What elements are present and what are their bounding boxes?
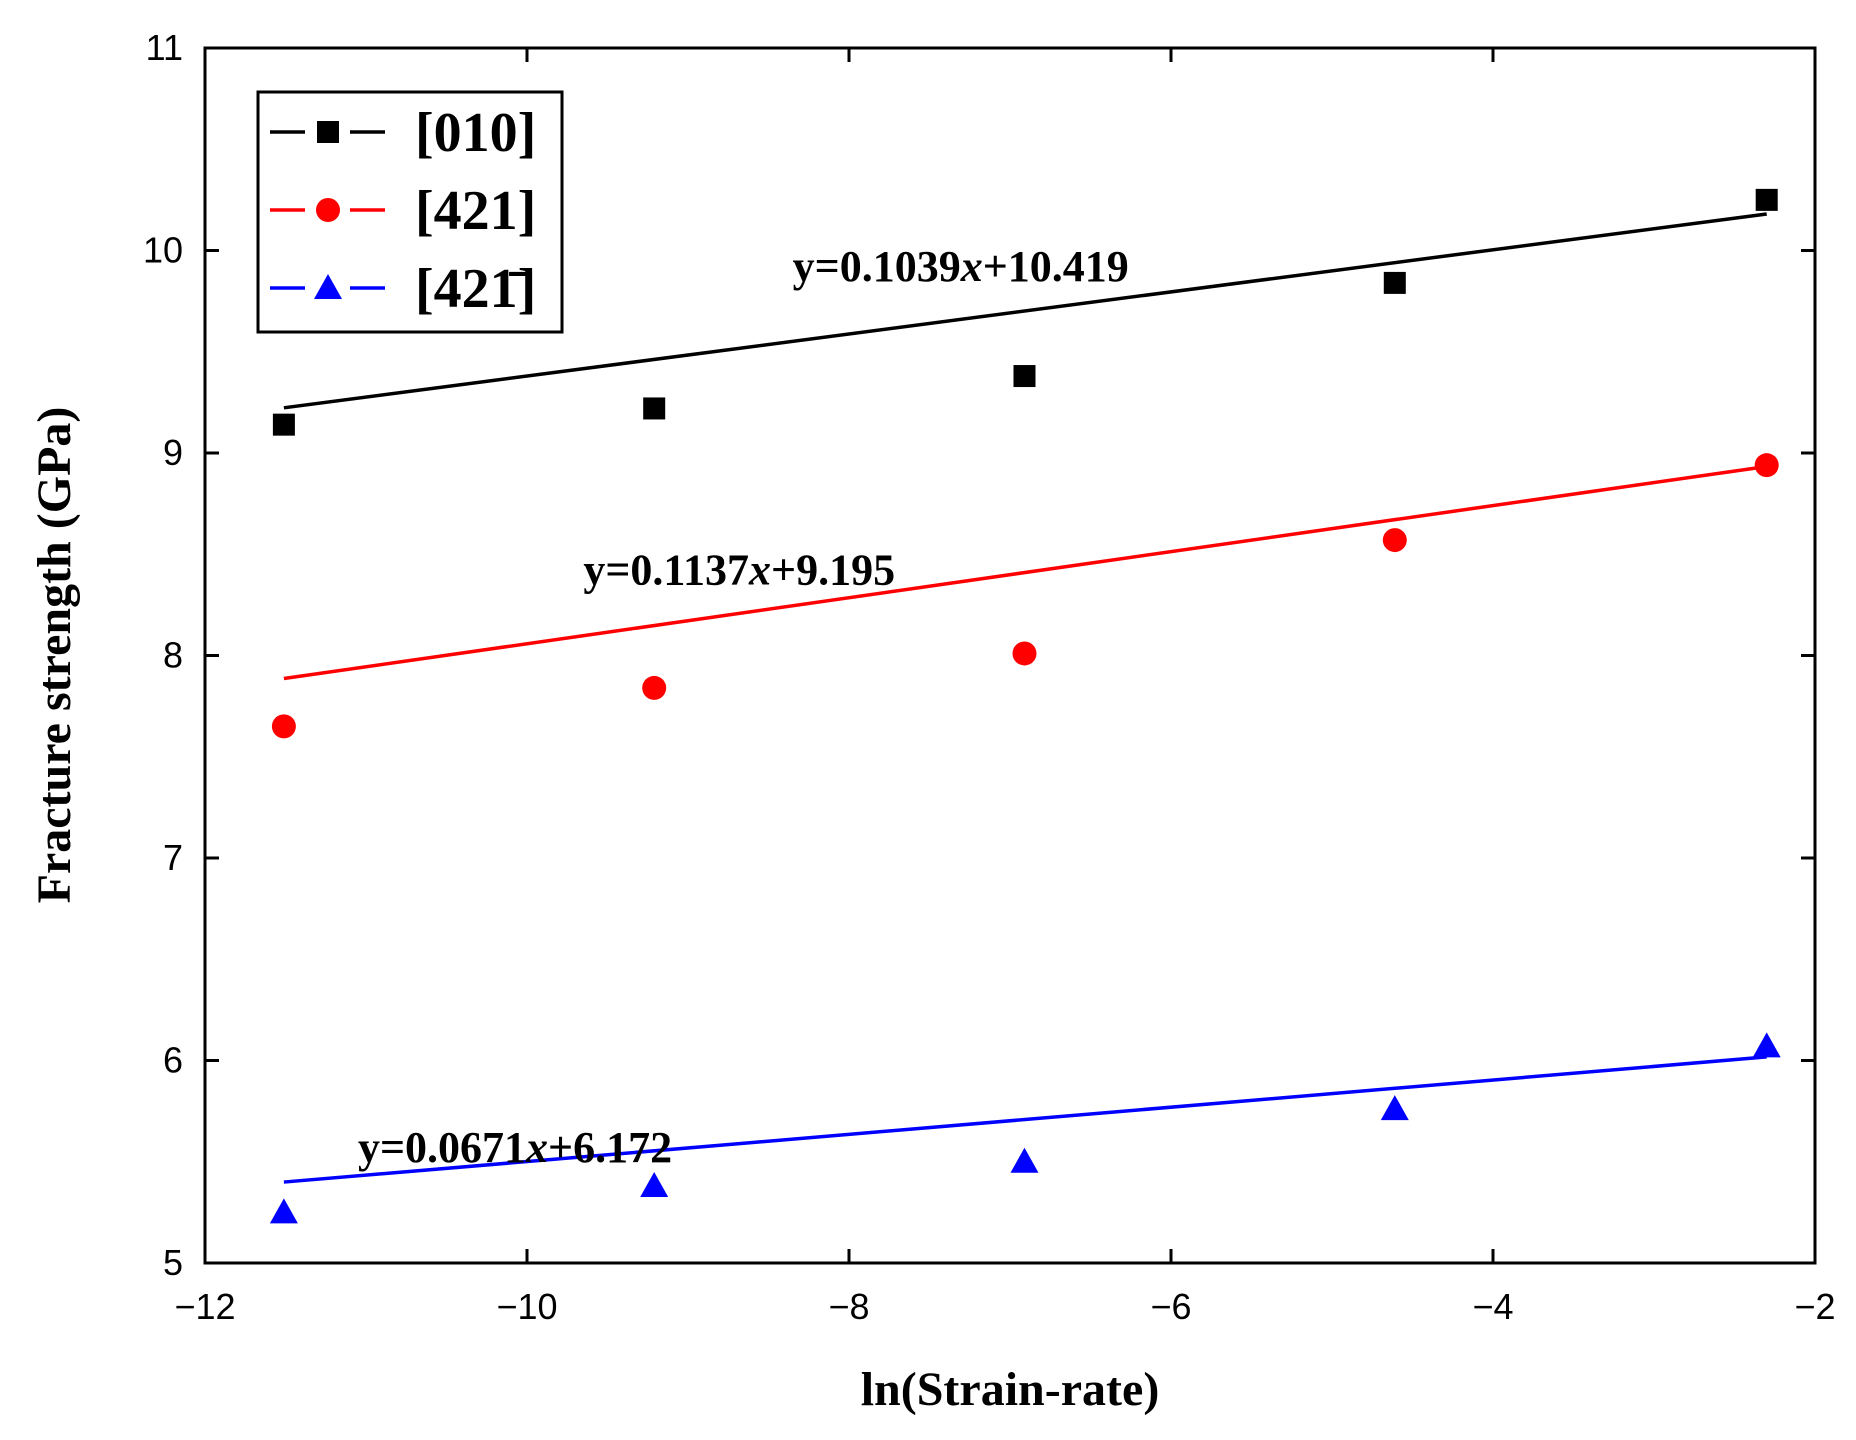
legend-label-2: [421̄] [415, 258, 536, 320]
fit-equations: y=0.1039x+10.419 y=0.1137x+9.195 y=0.0671x… [358, 242, 1129, 1172]
y-tick-label: 5 [163, 1242, 183, 1283]
legend-label-1: [421] [415, 180, 536, 242]
data-point-1-4 [1754, 453, 1779, 478]
data-point-2-0 [269, 1198, 298, 1224]
y-tick-label: 7 [163, 837, 183, 878]
data-point-0-1 [643, 397, 666, 420]
y-tick-label: 9 [163, 432, 183, 473]
legend: [010] [421] [421̄] [256, 90, 564, 334]
y-tick-label: 11 [146, 27, 183, 68]
y-axis-title: Fracture strength (GPa) [28, 407, 81, 904]
data-point-2-2 [1010, 1147, 1039, 1173]
fit-lines [283, 212, 1767, 1184]
fit-line-0 [283, 212, 1767, 410]
data-point-1-2 [1012, 641, 1037, 666]
data-point-1-0 [271, 714, 296, 739]
data-points [269, 188, 1781, 1224]
x-tick-label: −2 [1794, 1286, 1835, 1327]
fit-equation-2: y=0.0671x+6.172 [358, 1123, 672, 1172]
y-tick-label: 8 [163, 635, 183, 676]
axis-ticks: −12 −10 −8 −6 −4 −2 5 6 7 8 9 10 11 [143, 27, 1836, 1327]
x-tick-label: −10 [496, 1286, 557, 1327]
x-tick-label: −4 [1472, 1286, 1513, 1327]
y-tick-label: 6 [163, 1040, 183, 1081]
fit-line-1 [283, 464, 1767, 681]
fit-line-2 [283, 1055, 1767, 1184]
legend-marker-1 [316, 198, 340, 222]
y-tick-label: 10 [143, 230, 183, 271]
x-tick-label: −12 [174, 1286, 235, 1327]
data-point-2-1 [640, 1172, 669, 1198]
legend-marker-0 [317, 121, 339, 143]
data-point-1-3 [1382, 528, 1407, 553]
legend-label-0: [010] [415, 102, 536, 164]
data-point-0-4 [1755, 188, 1778, 211]
data-point-2-4 [1752, 1032, 1781, 1058]
x-axis-title: ln(Strain-rate) [861, 1363, 1160, 1416]
data-point-1-1 [642, 675, 667, 700]
x-tick-label: −8 [828, 1286, 869, 1327]
fit-equation-0: y=0.1039x+10.419 [793, 242, 1129, 291]
data-point-2-3 [1380, 1095, 1409, 1121]
data-point-0-0 [272, 413, 295, 436]
legend-box [256, 90, 564, 334]
fit-equation-1: y=0.1137x+9.195 [583, 546, 895, 595]
x-tick-label: −6 [1150, 1286, 1191, 1327]
legend-marker-2 [314, 274, 342, 299]
data-point-0-2 [1013, 365, 1036, 388]
data-point-0-3 [1383, 271, 1406, 294]
